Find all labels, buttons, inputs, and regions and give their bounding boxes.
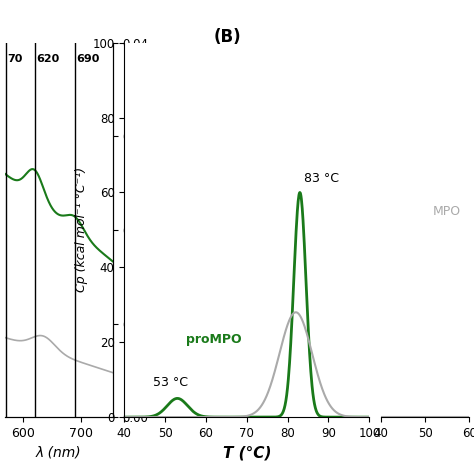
Text: 620: 620 (36, 54, 59, 64)
Text: 53 °C: 53 °C (153, 376, 188, 389)
Text: MPO: MPO (432, 205, 460, 218)
Text: 690: 690 (76, 54, 100, 64)
X-axis label: T (°C): T (°C) (223, 446, 271, 460)
Text: 83 °C: 83 °C (304, 172, 339, 185)
Y-axis label: Cp (kcal mol⁻¹ °C⁻¹): Cp (kcal mol⁻¹ °C⁻¹) (75, 167, 88, 292)
Text: proMPO: proMPO (185, 333, 241, 346)
X-axis label: λ (nm): λ (nm) (36, 446, 82, 459)
Text: (B): (B) (214, 28, 241, 46)
Text: 70: 70 (7, 54, 22, 64)
